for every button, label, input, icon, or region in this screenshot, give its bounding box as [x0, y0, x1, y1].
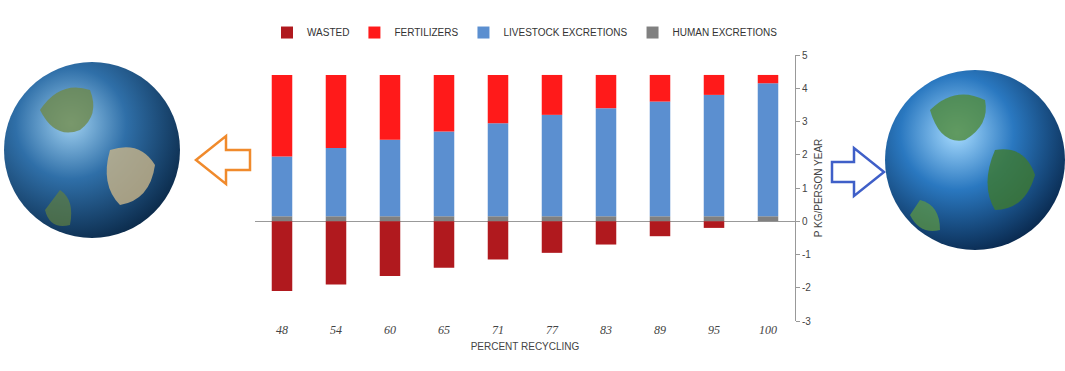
svg-text:95: 95 — [708, 323, 720, 337]
svg-text:0: 0 — [802, 216, 808, 227]
svg-text:2: 2 — [802, 149, 808, 160]
svg-text:WASTED: WASTED — [307, 27, 349, 38]
svg-text:48: 48 — [276, 323, 288, 337]
svg-text:77: 77 — [546, 323, 559, 337]
svg-text:-1: -1 — [802, 249, 811, 260]
svg-text:54: 54 — [330, 323, 342, 337]
svg-text:-2: -2 — [802, 282, 811, 293]
svg-text:P KG/PERSON YEAR: P KG/PERSON YEAR — [813, 139, 824, 238]
svg-text:60: 60 — [384, 323, 396, 337]
svg-text:83: 83 — [600, 323, 612, 337]
svg-text:-3: -3 — [802, 316, 811, 327]
svg-text:100: 100 — [759, 323, 777, 337]
svg-text:LIVESTOCK EXCRETIONS: LIVESTOCK EXCRETIONS — [503, 27, 627, 38]
svg-text:4: 4 — [802, 83, 808, 94]
svg-text:89: 89 — [654, 323, 666, 337]
svg-text:HUMAN EXCRETIONS: HUMAN EXCRETIONS — [673, 27, 778, 38]
svg-text:FERTILIZERS: FERTILIZERS — [394, 27, 458, 38]
svg-text:5: 5 — [802, 50, 808, 61]
svg-text:PERCENT RECYCLING: PERCENT RECYCLING — [471, 341, 580, 352]
svg-text:3: 3 — [802, 116, 808, 127]
svg-text:1: 1 — [802, 183, 808, 194]
svg-text:71: 71 — [492, 323, 504, 337]
svg-text:65: 65 — [438, 323, 450, 337]
